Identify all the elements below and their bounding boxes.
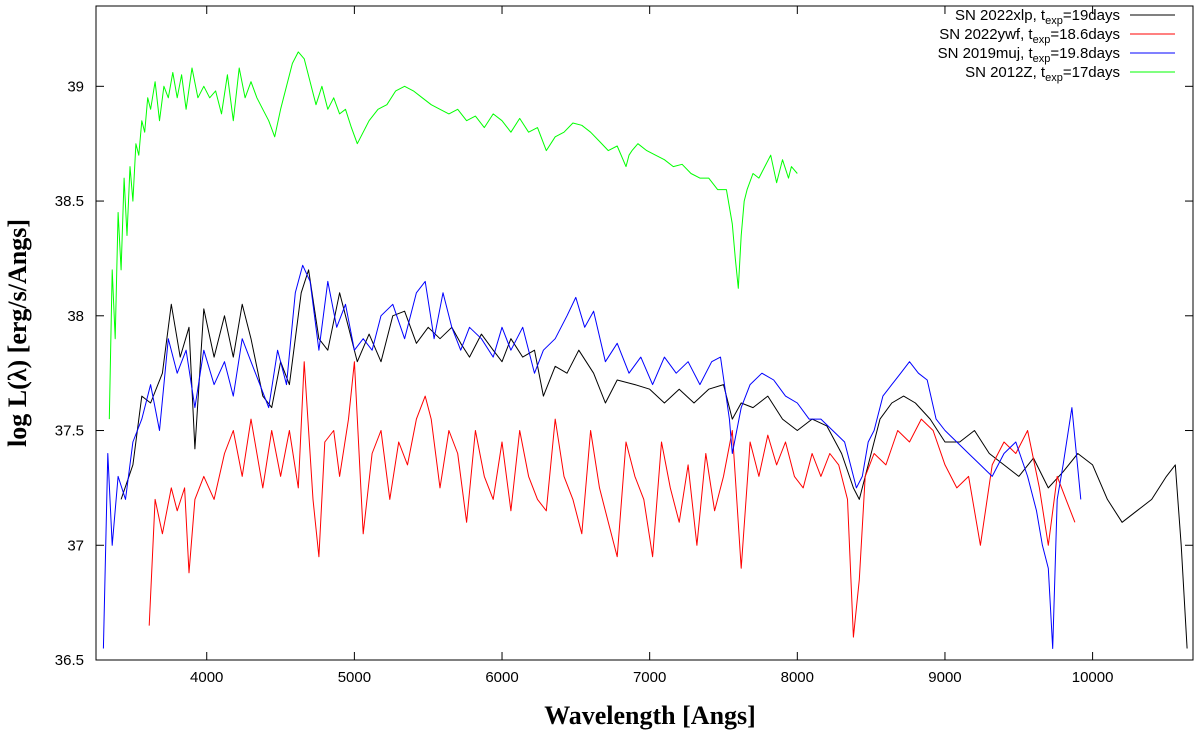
x-tick-label: 9000 [928,669,961,686]
x-axis-label: Wavelength [Angs] [544,701,756,730]
y-tick-label: 38 [67,308,84,325]
x-tick-label: 6000 [485,669,518,686]
y-axis-label: log L(λ) [erg/s/Angs] [3,219,32,447]
series-line-2 [102,264,1082,649]
legend-label: SN 2019muj, texp=19.8days [938,45,1120,65]
series-group [102,51,1188,649]
x-tick-label: 5000 [338,669,371,686]
series-line-0 [120,269,1188,649]
x-tick-label: 10000 [1072,669,1114,686]
y-tick-label: 38.5 [55,193,84,210]
y-tick-label: 39 [67,78,84,95]
x-axis-ticks: 4000 5000 6000 7000 8000 9000 10000 [190,6,1113,686]
plot-frame [95,5,1194,661]
x-tick-label: 8000 [781,669,814,686]
legend-label: SN 2022xlp, texp=19days [955,7,1120,27]
legend-label: SN 2012Z, texp=17days [965,64,1120,84]
series-line-1 [148,361,1076,638]
x-tick-label: 4000 [190,669,223,686]
series-line-3 [108,51,798,420]
legend-label: SN 2022ywf, texp=18.6days [939,26,1120,46]
y-tick-label: 37 [67,537,84,554]
x-tick-label: 7000 [633,669,666,686]
y-tick-label: 36.5 [55,652,84,669]
y-axis-ticks: 36.5 37 37.5 38 38.5 39 [55,78,1193,669]
y-tick-label: 37.5 [55,423,84,440]
